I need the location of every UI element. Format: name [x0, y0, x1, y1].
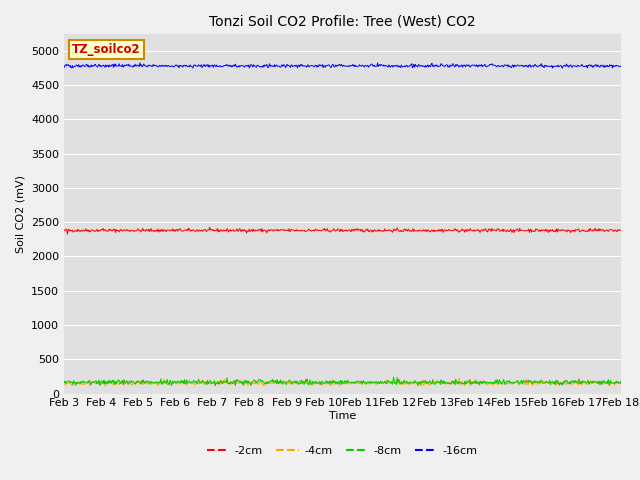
Legend: -2cm, -4cm, -8cm, -16cm: -2cm, -4cm, -8cm, -16cm — [203, 441, 482, 460]
Text: TZ_soilco2: TZ_soilco2 — [72, 43, 141, 56]
Title: Tonzi Soil CO2 Profile: Tree (West) CO2: Tonzi Soil CO2 Profile: Tree (West) CO2 — [209, 14, 476, 28]
Y-axis label: Soil CO2 (mV): Soil CO2 (mV) — [15, 175, 26, 252]
X-axis label: Time: Time — [329, 411, 356, 421]
